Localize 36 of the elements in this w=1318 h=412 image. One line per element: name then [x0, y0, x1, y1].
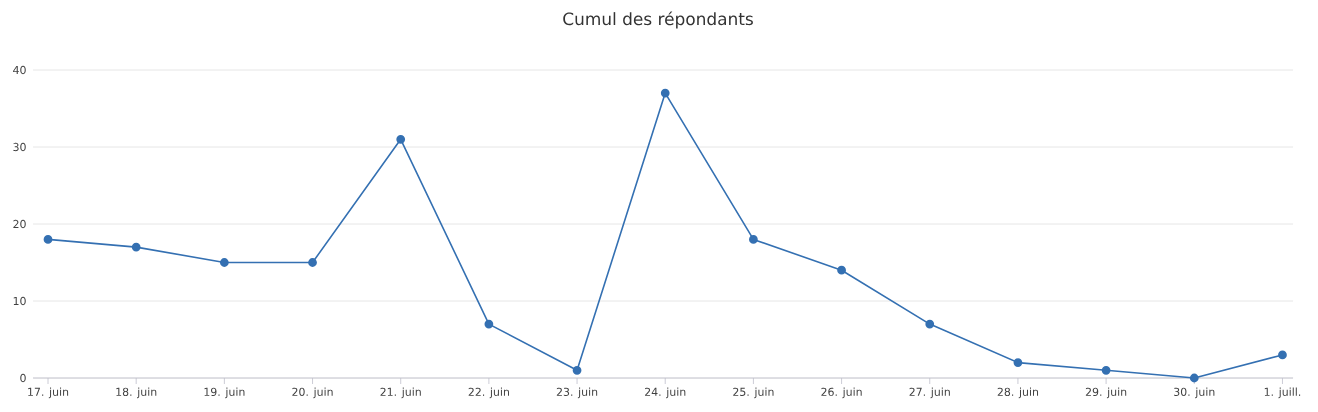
x-tick-label: 17. juin [28, 387, 69, 399]
y-tick-label: 40 [13, 65, 26, 75]
point [660, 88, 670, 98]
x-tick-label: 29. juin [1085, 387, 1127, 399]
point [43, 235, 53, 244]
point [1101, 365, 1111, 375]
x-tick-label: 26. juin [821, 387, 862, 399]
y-tick-label: 20 [13, 219, 26, 229]
point [749, 235, 758, 244]
x-tick-label: 1. juill. [1264, 387, 1301, 399]
point [925, 319, 935, 329]
x-tick-label: 19. juin [204, 387, 245, 399]
point [219, 258, 229, 267]
x-tick-label: 21. juin [380, 387, 421, 399]
x-tick-label: 24. juin [645, 387, 686, 399]
x-tick-label: 23. juin [556, 387, 598, 399]
point [131, 242, 141, 252]
point [1013, 358, 1023, 367]
y-tick-label: 10 [13, 296, 26, 306]
x-tick-label: 30. juin [1174, 387, 1215, 399]
point [484, 319, 494, 329]
x-tick-label: 27. juin [909, 387, 950, 399]
point [572, 365, 582, 375]
y-tick-label: 30 [13, 142, 26, 152]
x-tick-label: 25. juin [733, 387, 774, 399]
x-tick-label: 20. juin [292, 387, 333, 399]
point [1278, 350, 1287, 360]
point [396, 134, 406, 144]
point [1189, 373, 1199, 383]
point [837, 265, 846, 275]
chart-title: Cumul des répondants [563, 11, 753, 29]
x-tick-label: 22. juin [468, 387, 509, 399]
x-tick-label: 28. juin [997, 387, 1039, 399]
x-tick-label: 18. juin [116, 387, 157, 399]
y-tick-label: 0 [20, 373, 26, 383]
point [308, 258, 317, 267]
